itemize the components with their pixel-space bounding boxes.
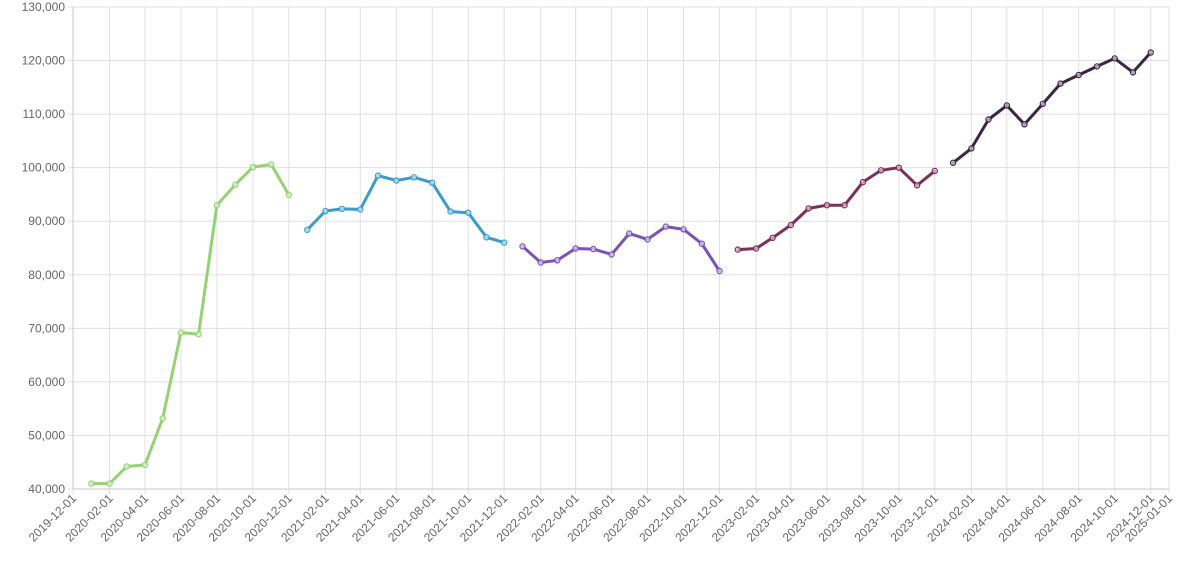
series-2	[304, 172, 508, 246]
data-point	[374, 172, 382, 179]
data-point	[787, 221, 795, 229]
y-tick-label: 110,000	[23, 107, 66, 121]
data-point	[644, 236, 651, 243]
data-point	[1021, 121, 1028, 128]
data-point	[1093, 63, 1101, 70]
data-point	[572, 245, 579, 252]
series-line	[736, 166, 937, 252]
data-point	[231, 181, 239, 188]
data-point	[1147, 49, 1154, 56]
y-tick-label: 60,000	[28, 375, 65, 389]
data-point	[322, 207, 329, 215]
y-axis: 40,000 50,000 60,000 70,000 80,000 90,000 100,…	[22, 0, 66, 496]
data-point	[106, 480, 113, 487]
data-point	[141, 461, 149, 469]
data-point	[895, 164, 903, 171]
data-point	[88, 480, 95, 487]
y-tick-label: 70,000	[28, 321, 65, 335]
y-tick-label: 120,000	[22, 54, 66, 68]
data-point	[519, 243, 526, 250]
data-point	[949, 159, 957, 166]
data-point	[1039, 100, 1047, 108]
y-tick-label: 100,000	[22, 161, 66, 175]
data-point	[483, 234, 490, 241]
data-point	[213, 201, 221, 209]
data-point	[410, 174, 418, 181]
series-line	[521, 225, 721, 273]
y-tick-label: 80,000	[28, 268, 65, 282]
data-point	[1075, 71, 1082, 79]
data-point	[823, 201, 831, 209]
data-point	[195, 331, 202, 338]
series-layer	[88, 49, 1154, 487]
y-tick-label: 40,000	[28, 482, 65, 496]
data-point	[662, 223, 670, 230]
data-point	[177, 329, 185, 336]
data-point	[537, 259, 545, 266]
series-3	[519, 223, 723, 275]
data-point	[285, 191, 293, 199]
data-point	[338, 205, 346, 213]
x-axis: 2019-12-012020-02-012020-04-012020-06-01…	[26, 491, 1176, 545]
grid	[68, 6, 1170, 494]
data-point	[357, 206, 364, 213]
y-tick-label: 90,000	[28, 214, 65, 228]
data-point	[1129, 69, 1137, 76]
data-point	[1057, 80, 1064, 87]
series-line	[951, 51, 1153, 165]
y-tick-label: 130,000	[22, 0, 66, 14]
data-point	[931, 167, 939, 175]
data-point	[501, 239, 508, 246]
data-point	[1003, 102, 1011, 109]
series-5	[949, 49, 1154, 166]
data-point	[859, 178, 867, 186]
data-point	[877, 167, 885, 174]
data-point	[716, 267, 723, 275]
data-point	[159, 415, 166, 422]
series-1	[88, 161, 293, 487]
series-4	[734, 164, 939, 253]
data-point	[698, 240, 706, 247]
data-point	[608, 251, 615, 258]
data-point	[680, 226, 687, 233]
data-point	[429, 179, 436, 186]
data-point	[985, 116, 992, 123]
data-point	[626, 230, 633, 237]
series-line	[305, 174, 506, 245]
data-point	[752, 245, 760, 252]
data-point	[805, 205, 812, 212]
data-point	[769, 234, 776, 241]
data-point	[841, 201, 848, 209]
data-point	[268, 161, 275, 168]
data-point	[590, 245, 597, 253]
y-tick-label: 50,000	[28, 428, 65, 442]
data-point	[123, 463, 130, 470]
data-point	[913, 182, 921, 189]
data-point	[465, 209, 472, 216]
data-point	[304, 226, 311, 233]
data-point	[734, 246, 742, 253]
data-point	[968, 145, 975, 152]
data-point	[249, 163, 257, 171]
data-point	[554, 257, 561, 264]
data-point	[447, 208, 454, 215]
data-point	[1111, 55, 1118, 62]
data-point	[393, 177, 400, 184]
